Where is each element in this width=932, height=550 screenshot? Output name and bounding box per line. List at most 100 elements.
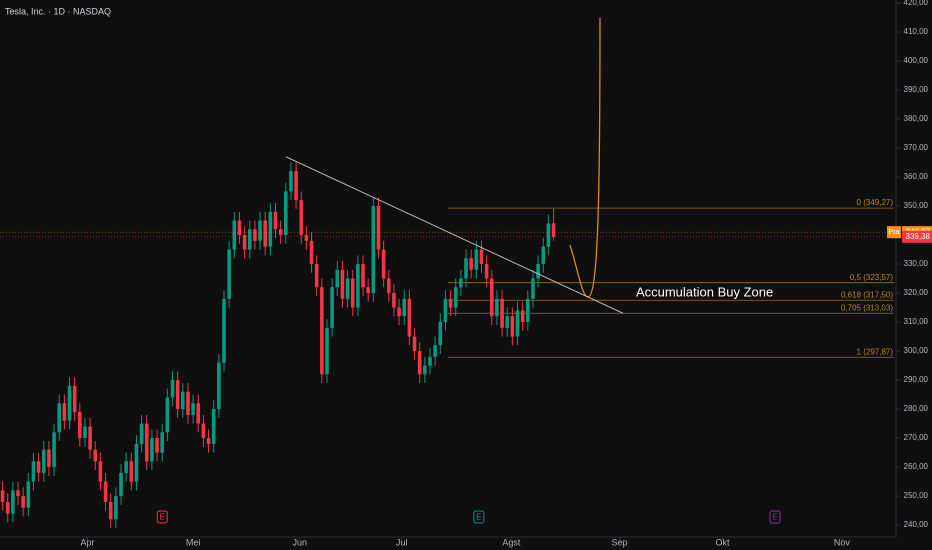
candle-body xyxy=(407,298,412,337)
candle-body xyxy=(237,220,242,236)
y-tick-label: 310,00 xyxy=(904,317,929,326)
candle-body xyxy=(541,246,546,265)
candle-body xyxy=(268,211,273,247)
candle-body xyxy=(309,240,314,265)
y-tick-label: 270,00 xyxy=(904,433,929,442)
candle-body xyxy=(206,438,211,444)
candle-body xyxy=(21,496,25,508)
candle-body xyxy=(150,438,154,462)
candle-body xyxy=(320,287,324,375)
candle-body xyxy=(227,249,231,299)
candle-body xyxy=(165,397,170,433)
chart-title: Tesla, Inc. · 1D · NASDAQ xyxy=(5,6,111,16)
candle-body xyxy=(325,327,329,375)
candle-body xyxy=(520,310,525,323)
candle-body xyxy=(26,481,31,508)
event-marker xyxy=(473,510,485,524)
candle-body xyxy=(0,490,5,502)
x-tick-label: Mei xyxy=(186,537,201,547)
candle-body xyxy=(78,411,82,439)
candle-body xyxy=(103,481,108,502)
fib-label: 0,618 (317,50) xyxy=(841,290,893,299)
candle-body xyxy=(98,461,103,482)
candle-body xyxy=(186,391,190,415)
candle-body xyxy=(438,322,443,346)
candle-body xyxy=(500,298,504,328)
candle-body xyxy=(376,205,381,250)
event-label: E xyxy=(772,513,777,522)
y-tick-label: 280,00 xyxy=(904,404,929,413)
candle-body xyxy=(412,336,417,352)
y-tick-label: 240,00 xyxy=(904,520,929,529)
candle-body xyxy=(335,269,340,288)
y-tick-label: 350,00 xyxy=(904,201,929,210)
x-tick-label: Nov xyxy=(834,537,851,547)
candle-body xyxy=(83,426,87,439)
candle-body xyxy=(350,278,355,308)
price-tag-prefix-box xyxy=(887,226,901,239)
candle-body xyxy=(201,423,206,439)
candle-body xyxy=(551,223,556,237)
candle-body xyxy=(191,403,195,415)
candle-body xyxy=(139,423,144,444)
candle-body xyxy=(5,501,10,514)
candle-body xyxy=(67,385,72,421)
candle-body xyxy=(546,223,551,247)
y-tick-label: 320,00 xyxy=(904,288,929,297)
y-tick-label: 380,00 xyxy=(904,114,929,123)
candle-body xyxy=(294,171,298,201)
candle-body xyxy=(247,229,252,250)
candle-body xyxy=(330,287,334,328)
candle-body xyxy=(397,307,401,317)
candle-body xyxy=(134,443,139,482)
fib-label: 1 (297,87) xyxy=(857,347,894,356)
candle-body xyxy=(47,449,51,468)
candle-body xyxy=(41,449,46,473)
y-tick-label: 360,00 xyxy=(904,172,929,181)
y-tick-label: 290,00 xyxy=(904,375,929,384)
candle-body xyxy=(386,278,391,294)
candle-body xyxy=(93,449,98,462)
candle-body xyxy=(181,391,185,410)
candle-body xyxy=(278,229,283,236)
candle-body xyxy=(392,293,396,308)
candle-body xyxy=(52,432,56,468)
candle-body xyxy=(283,191,288,236)
candle-body xyxy=(474,249,479,270)
candle-body xyxy=(366,287,370,294)
candle-body xyxy=(531,278,535,299)
candle-body xyxy=(505,316,510,328)
candle-body xyxy=(114,496,118,520)
event-label: E xyxy=(160,513,165,522)
candle-body xyxy=(510,316,515,337)
candle-body xyxy=(155,438,159,453)
event-marker xyxy=(769,510,781,524)
candle-body xyxy=(479,249,484,265)
candle-body xyxy=(371,205,376,294)
candle-body xyxy=(217,362,221,410)
candle-body xyxy=(196,403,201,424)
candle-body xyxy=(242,235,247,250)
candle-body xyxy=(258,220,262,241)
candle-body xyxy=(11,490,15,514)
price-tag-prefix: Pra xyxy=(889,229,900,236)
price-tag xyxy=(902,230,932,243)
candle-body xyxy=(417,351,422,375)
candle-body xyxy=(489,278,494,317)
y-tick-label: 370,00 xyxy=(904,143,929,152)
candle-body xyxy=(469,258,473,270)
candle-body xyxy=(448,298,453,308)
candle-body xyxy=(515,310,520,337)
y-tick-label: 300,00 xyxy=(904,346,929,355)
candle-body xyxy=(36,461,41,473)
candle-body xyxy=(62,403,67,421)
candle-body xyxy=(526,298,530,323)
candle-body xyxy=(381,249,386,279)
y-tick-label: 400,00 xyxy=(904,56,929,65)
candle-body xyxy=(423,365,427,375)
candle-body xyxy=(443,298,448,323)
candle-body xyxy=(428,356,432,366)
x-tick-label: Agst xyxy=(502,537,521,547)
event-marker xyxy=(156,510,168,524)
